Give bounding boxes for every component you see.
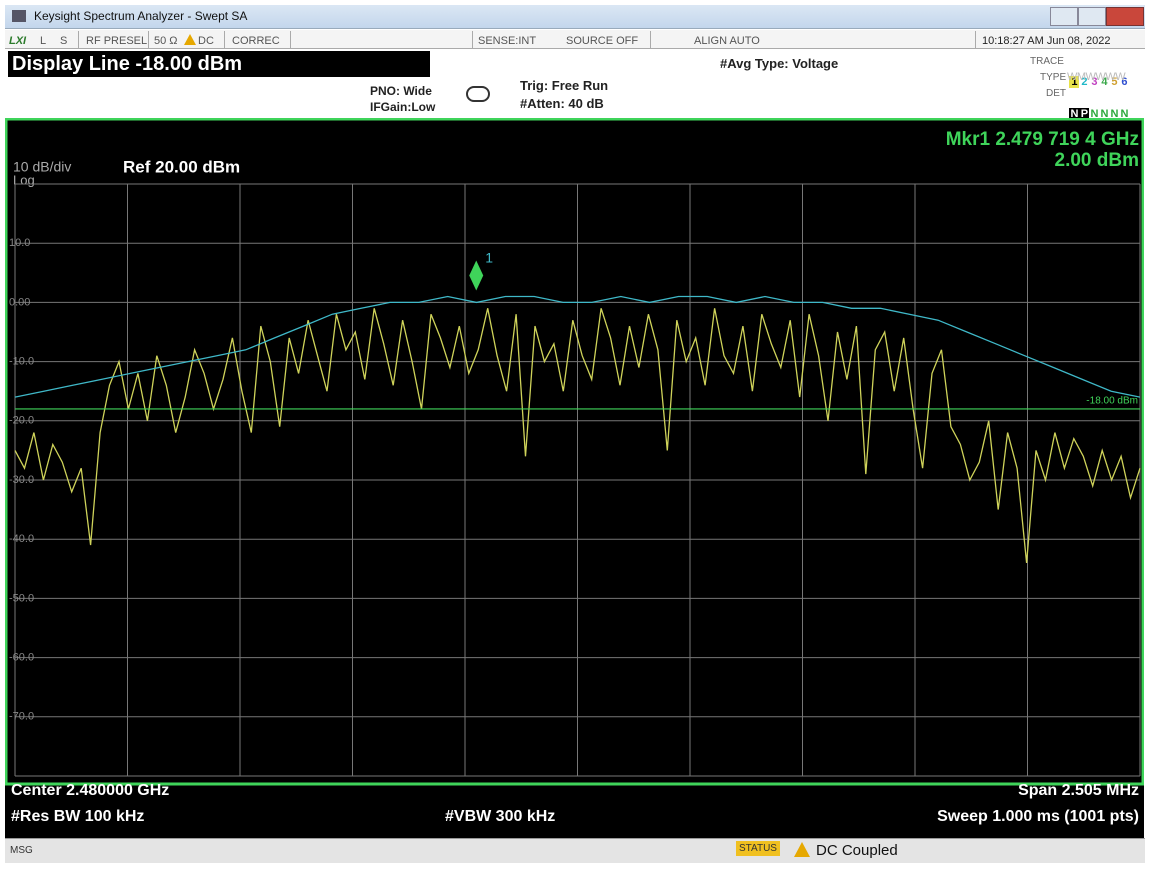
impedance: 50 Ω: [154, 35, 178, 47]
trigger-icon: [466, 86, 490, 102]
status-bar: [5, 838, 1145, 863]
ref-level: Ref 20.00 dBm: [123, 157, 240, 176]
status-message: DC Coupled: [816, 842, 898, 859]
lxi: LXI: [9, 35, 27, 47]
status-button[interactable]: STATUS: [736, 841, 780, 856]
marker-frequency: Mkr1 2.479 719 4 GHz: [946, 129, 1139, 150]
toolbar-s: S: [60, 35, 68, 47]
det-6: N: [1120, 108, 1129, 120]
close-button[interactable]: [1106, 7, 1144, 26]
res-bw: #Res BW 100 kHz: [11, 808, 144, 825]
trace-label: TRACE: [1030, 56, 1064, 67]
marker: [469, 260, 484, 291]
separator: [650, 31, 651, 48]
y-tick-label: -30.0: [9, 474, 34, 486]
correc: CORREC: [232, 35, 280, 47]
trace-6: 6: [1121, 76, 1128, 88]
sweep: Sweep 1.000 ms (1001 pts): [937, 808, 1139, 825]
separator: [78, 31, 79, 48]
graph-border: [5, 118, 1144, 786]
type-value: WMWWWW: [1067, 71, 1126, 83]
trace: [14, 295, 1141, 398]
trace-2: 2: [1081, 76, 1088, 88]
det-label: DET: [1046, 88, 1066, 99]
display-line-box: Display Line -18.00 dBm: [8, 51, 430, 77]
warning-icon: [184, 34, 196, 45]
separator: [472, 31, 473, 48]
ifgain: IFGain:Low: [370, 100, 436, 114]
atten: #Atten: 40 dB: [520, 96, 604, 111]
separator: [148, 31, 149, 48]
maximize-button[interactable]: [1078, 7, 1106, 26]
type-label: TYPE: [1040, 72, 1067, 83]
status-warning-icon: [794, 842, 810, 857]
trig: Trig: Free Run: [520, 78, 609, 93]
align: ALIGN AUTO: [694, 35, 760, 47]
y-tick-label: -10.0: [9, 356, 34, 368]
trace-5: 5: [1111, 76, 1118, 88]
dc: DC: [198, 35, 214, 47]
trace-4: 4: [1101, 76, 1108, 88]
minimize-button[interactable]: [1050, 7, 1078, 26]
vbw: #VBW 300 kHz: [445, 808, 555, 825]
pno: PNO: Wide: [370, 84, 432, 98]
trace-3: 3: [1091, 76, 1098, 88]
marker-name: 1: [485, 249, 493, 265]
y-tick-label: 10.0: [9, 237, 30, 249]
sense: SENSE:INT: [478, 35, 537, 47]
trace-1: 1: [1069, 76, 1080, 88]
y-tick-label: -50.0: [9, 592, 34, 604]
datetime: 10:18:27 AM Jun 08, 2022: [982, 35, 1111, 47]
scale-type: Log: [13, 172, 35, 187]
window-title: Keysight Spectrum Analyzer - Swept SA: [34, 9, 248, 23]
msg-label: MSG: [10, 845, 33, 856]
y-tick-label: -40.0: [9, 533, 34, 545]
span: Span 2.505 MHz: [1018, 782, 1139, 799]
graph: 10 dB/div Log Ref 20.00 dBm Mkr1 2.479 7…: [5, 118, 1144, 838]
det-5: N: [1110, 108, 1119, 120]
det-3: N: [1090, 108, 1099, 120]
y-tick-label: -70.0: [9, 711, 34, 723]
avg-type: #Avg Type: Voltage: [720, 56, 839, 71]
toolbar-l: L: [40, 35, 47, 47]
title-bar: [5, 5, 1145, 29]
scale-label: 10 dB/div: [13, 159, 71, 175]
y-tick-label: -60.0: [9, 652, 34, 664]
separator: [224, 31, 225, 48]
marker-amplitude: 2.00 dBm: [1055, 150, 1139, 171]
det-2: P: [1079, 108, 1090, 120]
det-1: N: [1069, 108, 1080, 120]
source: SOURCE OFF: [566, 35, 639, 47]
trace: [14, 308, 1141, 563]
y-tick-label: 0.00: [9, 296, 30, 308]
center-frequency: Center 2.480000 GHz: [11, 782, 169, 799]
app-icon: [12, 10, 26, 22]
det-4: N: [1100, 108, 1109, 120]
rf-presel: RF PRESEL: [86, 35, 148, 47]
y-tick-label: -20.0: [9, 415, 34, 427]
display-line-label: -18.00 dBm: [1086, 396, 1138, 407]
separator: [290, 31, 291, 48]
separator: [975, 31, 976, 48]
